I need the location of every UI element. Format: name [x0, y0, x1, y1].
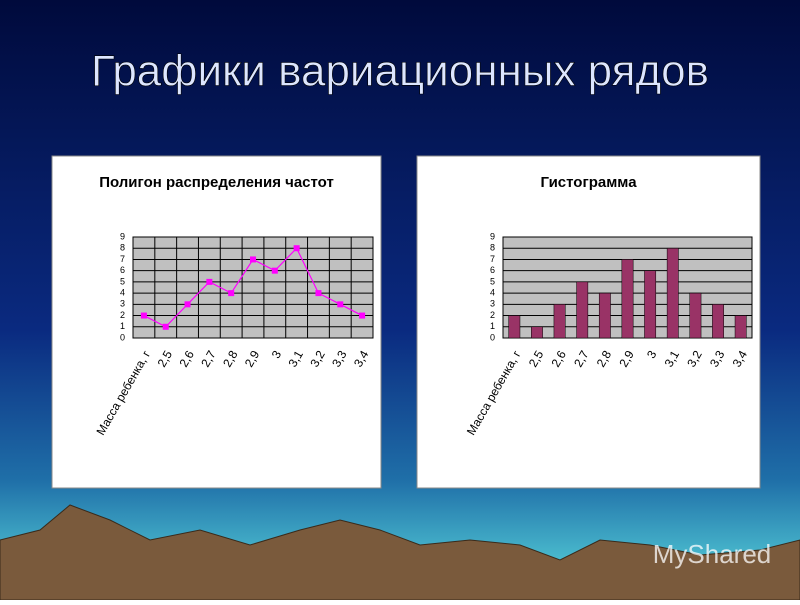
bar	[553, 304, 566, 339]
point	[359, 312, 366, 319]
y-tick-label: 6	[490, 265, 495, 275]
y-tick-label: 2	[120, 310, 125, 320]
bar	[644, 270, 657, 339]
y-tick-label: 4	[120, 287, 125, 297]
y-tick-label: 5	[490, 276, 495, 286]
y-tick-label: 8	[120, 243, 125, 253]
bar	[598, 292, 611, 339]
point	[271, 267, 278, 274]
y-tick-label: 2	[490, 310, 495, 320]
y-tick-label: 8	[490, 243, 495, 253]
bar	[621, 259, 634, 339]
point	[162, 323, 169, 330]
point	[184, 301, 191, 308]
bar	[689, 292, 702, 339]
point	[250, 256, 256, 263]
watermark: MyShared	[653, 539, 772, 569]
chart-title: Гистограмма	[540, 174, 637, 191]
y-tick-label: 1	[120, 321, 125, 331]
mountains	[0, 504, 800, 601]
y-tick-label: 9	[490, 231, 495, 241]
bar	[531, 326, 543, 339]
point	[140, 312, 147, 319]
y-tick-label: 3	[120, 299, 125, 309]
point	[337, 301, 344, 308]
plot-area	[132, 236, 374, 339]
bar	[576, 281, 589, 339]
bar	[734, 315, 747, 339]
y-tick-label: 3	[490, 299, 495, 309]
y-tick-label: 4	[490, 287, 495, 297]
y-tick-label: 7	[490, 254, 495, 264]
chart-title: Полигон распределения частот	[99, 174, 334, 191]
y-tick-label: 5	[120, 276, 125, 286]
y-tick-label: 9	[120, 231, 125, 241]
point	[293, 245, 300, 252]
bar	[508, 315, 521, 339]
point	[315, 290, 322, 297]
y-tick-label: 7	[120, 254, 125, 264]
slide-title: Графики вариационных рядов	[91, 47, 709, 96]
y-tick-label: 6	[120, 265, 125, 275]
point	[228, 290, 235, 297]
bar	[666, 247, 679, 339]
point	[206, 278, 213, 285]
y-tick-label: 1	[490, 321, 495, 331]
bar	[712, 304, 724, 339]
y-tick-label: 0	[120, 332, 125, 342]
y-tick-label: 0	[490, 332, 495, 342]
